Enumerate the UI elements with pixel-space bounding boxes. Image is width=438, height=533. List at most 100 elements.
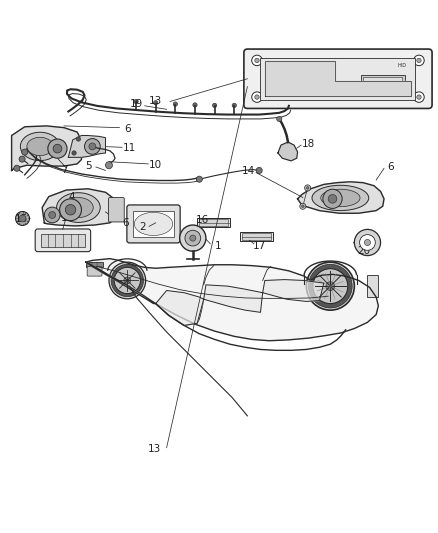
- Circle shape: [19, 215, 26, 222]
- Circle shape: [173, 102, 177, 106]
- Circle shape: [252, 55, 262, 66]
- Circle shape: [252, 92, 262, 102]
- Circle shape: [308, 264, 352, 308]
- Circle shape: [414, 92, 424, 102]
- FancyBboxPatch shape: [363, 77, 403, 94]
- Bar: [266, 89, 274, 96]
- Circle shape: [109, 262, 146, 299]
- Bar: [242, 233, 271, 240]
- Circle shape: [256, 167, 262, 174]
- Ellipse shape: [321, 189, 360, 207]
- Circle shape: [354, 229, 381, 256]
- Text: 10: 10: [149, 160, 162, 170]
- Bar: [199, 219, 228, 226]
- Text: 15: 15: [15, 214, 28, 224]
- Circle shape: [180, 225, 206, 251]
- FancyBboxPatch shape: [361, 75, 405, 96]
- Ellipse shape: [57, 193, 100, 222]
- Circle shape: [15, 212, 29, 225]
- Polygon shape: [12, 126, 81, 171]
- Circle shape: [89, 143, 96, 150]
- Bar: [240, 231, 273, 241]
- Text: 7: 7: [61, 165, 67, 175]
- Text: 11: 11: [123, 143, 136, 153]
- Polygon shape: [86, 262, 155, 304]
- Circle shape: [190, 235, 196, 241]
- Circle shape: [414, 55, 424, 66]
- Polygon shape: [86, 259, 378, 341]
- Ellipse shape: [27, 138, 53, 156]
- Circle shape: [72, 151, 76, 155]
- Circle shape: [417, 58, 421, 62]
- Bar: [86, 262, 103, 266]
- Circle shape: [19, 156, 25, 162]
- Circle shape: [76, 137, 81, 141]
- Text: 4: 4: [68, 192, 75, 201]
- Circle shape: [111, 264, 144, 297]
- Circle shape: [364, 239, 371, 246]
- FancyBboxPatch shape: [41, 234, 85, 247]
- Text: 16: 16: [196, 215, 209, 225]
- Text: 17: 17: [253, 240, 266, 251]
- Circle shape: [232, 103, 237, 108]
- Circle shape: [49, 212, 56, 219]
- Circle shape: [306, 262, 354, 310]
- Circle shape: [134, 99, 138, 103]
- Polygon shape: [297, 182, 384, 213]
- FancyBboxPatch shape: [87, 266, 102, 276]
- Circle shape: [185, 230, 201, 246]
- Bar: [275, 66, 283, 72]
- Ellipse shape: [134, 212, 173, 236]
- Polygon shape: [278, 142, 297, 161]
- Polygon shape: [265, 61, 411, 96]
- Circle shape: [417, 95, 421, 99]
- Text: 6: 6: [122, 218, 128, 228]
- Circle shape: [212, 103, 217, 108]
- Ellipse shape: [312, 185, 369, 211]
- Circle shape: [300, 203, 306, 209]
- Circle shape: [65, 205, 76, 215]
- FancyBboxPatch shape: [133, 211, 174, 237]
- Text: 19: 19: [129, 99, 143, 109]
- Bar: [266, 66, 274, 72]
- Circle shape: [14, 165, 20, 171]
- Polygon shape: [42, 189, 118, 226]
- Text: 2: 2: [139, 222, 146, 232]
- Circle shape: [60, 199, 81, 221]
- Bar: [266, 82, 274, 88]
- Circle shape: [304, 185, 311, 191]
- Text: 13: 13: [149, 96, 162, 107]
- Bar: [275, 89, 283, 96]
- Circle shape: [21, 149, 28, 155]
- Text: 1: 1: [214, 240, 221, 251]
- Bar: [275, 82, 283, 88]
- Text: 18: 18: [302, 139, 315, 149]
- Bar: [367, 275, 378, 297]
- Circle shape: [53, 144, 62, 153]
- Text: 20: 20: [357, 246, 371, 256]
- Text: 12: 12: [60, 214, 74, 223]
- Circle shape: [323, 189, 342, 208]
- Text: HID: HID: [398, 63, 407, 68]
- Circle shape: [48, 139, 67, 158]
- Bar: [275, 74, 283, 80]
- Circle shape: [44, 207, 60, 223]
- Circle shape: [328, 195, 337, 203]
- Bar: [266, 74, 274, 80]
- Circle shape: [85, 139, 100, 154]
- Circle shape: [360, 235, 375, 251]
- Circle shape: [196, 176, 202, 182]
- Polygon shape: [68, 135, 106, 157]
- Ellipse shape: [20, 132, 60, 160]
- Text: 14: 14: [242, 166, 255, 176]
- Circle shape: [106, 161, 113, 169]
- Circle shape: [277, 116, 282, 122]
- Polygon shape: [204, 285, 263, 312]
- FancyBboxPatch shape: [127, 205, 180, 243]
- Text: 6: 6: [124, 124, 131, 134]
- FancyBboxPatch shape: [261, 58, 416, 100]
- Circle shape: [301, 205, 304, 207]
- Circle shape: [193, 103, 197, 107]
- FancyBboxPatch shape: [244, 49, 432, 108]
- Text: 13: 13: [148, 444, 161, 454]
